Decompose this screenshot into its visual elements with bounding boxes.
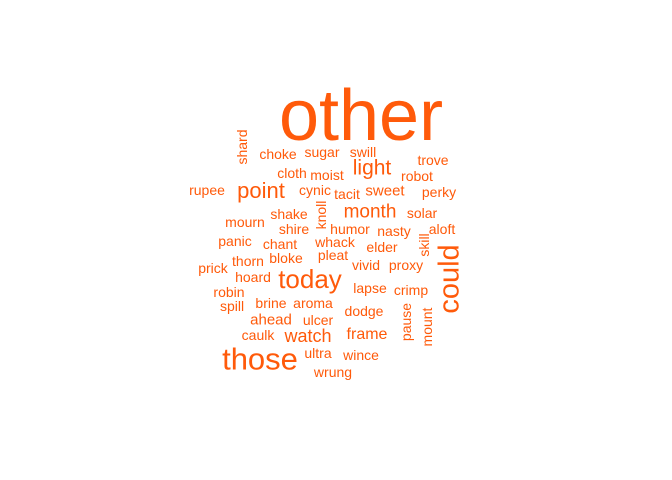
word-cynic: cynic [299,182,331,198]
word-humor: humor [330,221,370,237]
word-choke: choke [259,146,297,162]
word-ahead: ahead [250,311,292,329]
word-aroma: aroma [293,295,333,311]
word-light: light [352,156,392,180]
word-swill: swill [349,144,377,160]
word-sugar: sugar [304,144,340,160]
word-crimp: crimp [393,282,429,298]
word-wrung: wrung [313,364,353,380]
word-watch: watch [284,326,332,346]
word-dodge: dodge [344,303,384,319]
word-other: other [278,76,444,156]
word-spill: spill [219,298,245,314]
word-robin: robin [213,284,245,300]
word-frame: frame [346,326,388,343]
word-shire: shire [278,221,310,237]
word-nasty: nasty [377,223,411,239]
word-ultra: ultra [304,345,332,361]
word-prick: prick [198,260,228,276]
word-knoll: knoll [313,200,329,230]
word-lapse: lapse [353,280,387,296]
word-today: today [278,264,342,294]
word-robot: robot [401,168,433,184]
word-elder: elder [366,239,398,255]
word-shard: shard [234,129,250,165]
word-pause: pause [398,302,414,342]
word-sweet: sweet [365,182,405,200]
word-chant: chant [262,236,298,252]
word-thorn: thorn [232,253,264,269]
word-shake: shake [270,206,308,222]
word-proxy: proxy [388,257,424,273]
word-trove: trove [417,152,449,168]
word-vivid: vivid [351,257,381,273]
word-month: month [343,201,397,223]
word-tacit: tacit [334,186,360,202]
word-panic: panic [218,233,252,249]
word-caulk: caulk [241,327,275,343]
word-could: could [433,244,466,314]
word-cloth: cloth [277,165,307,181]
word-wince: wince [343,347,379,363]
word-bloke: bloke [269,250,303,266]
word-hoard: hoard [235,269,271,285]
word-point: point [237,178,285,203]
word-those: those [222,341,298,377]
word-perky: perky [421,184,457,200]
word-mount: mount [419,307,435,347]
word-moist: moist [310,167,344,183]
word-brine: brine [255,295,287,311]
word-solar: solar [406,205,438,221]
word-rupee: rupee [189,182,225,198]
word-mourn: mourn [225,214,265,230]
word-ulcer: ulcer [302,312,334,328]
word-pleat: pleat [317,247,349,263]
word-aloft: aloft [428,221,456,237]
word-whack: whack [315,234,355,250]
